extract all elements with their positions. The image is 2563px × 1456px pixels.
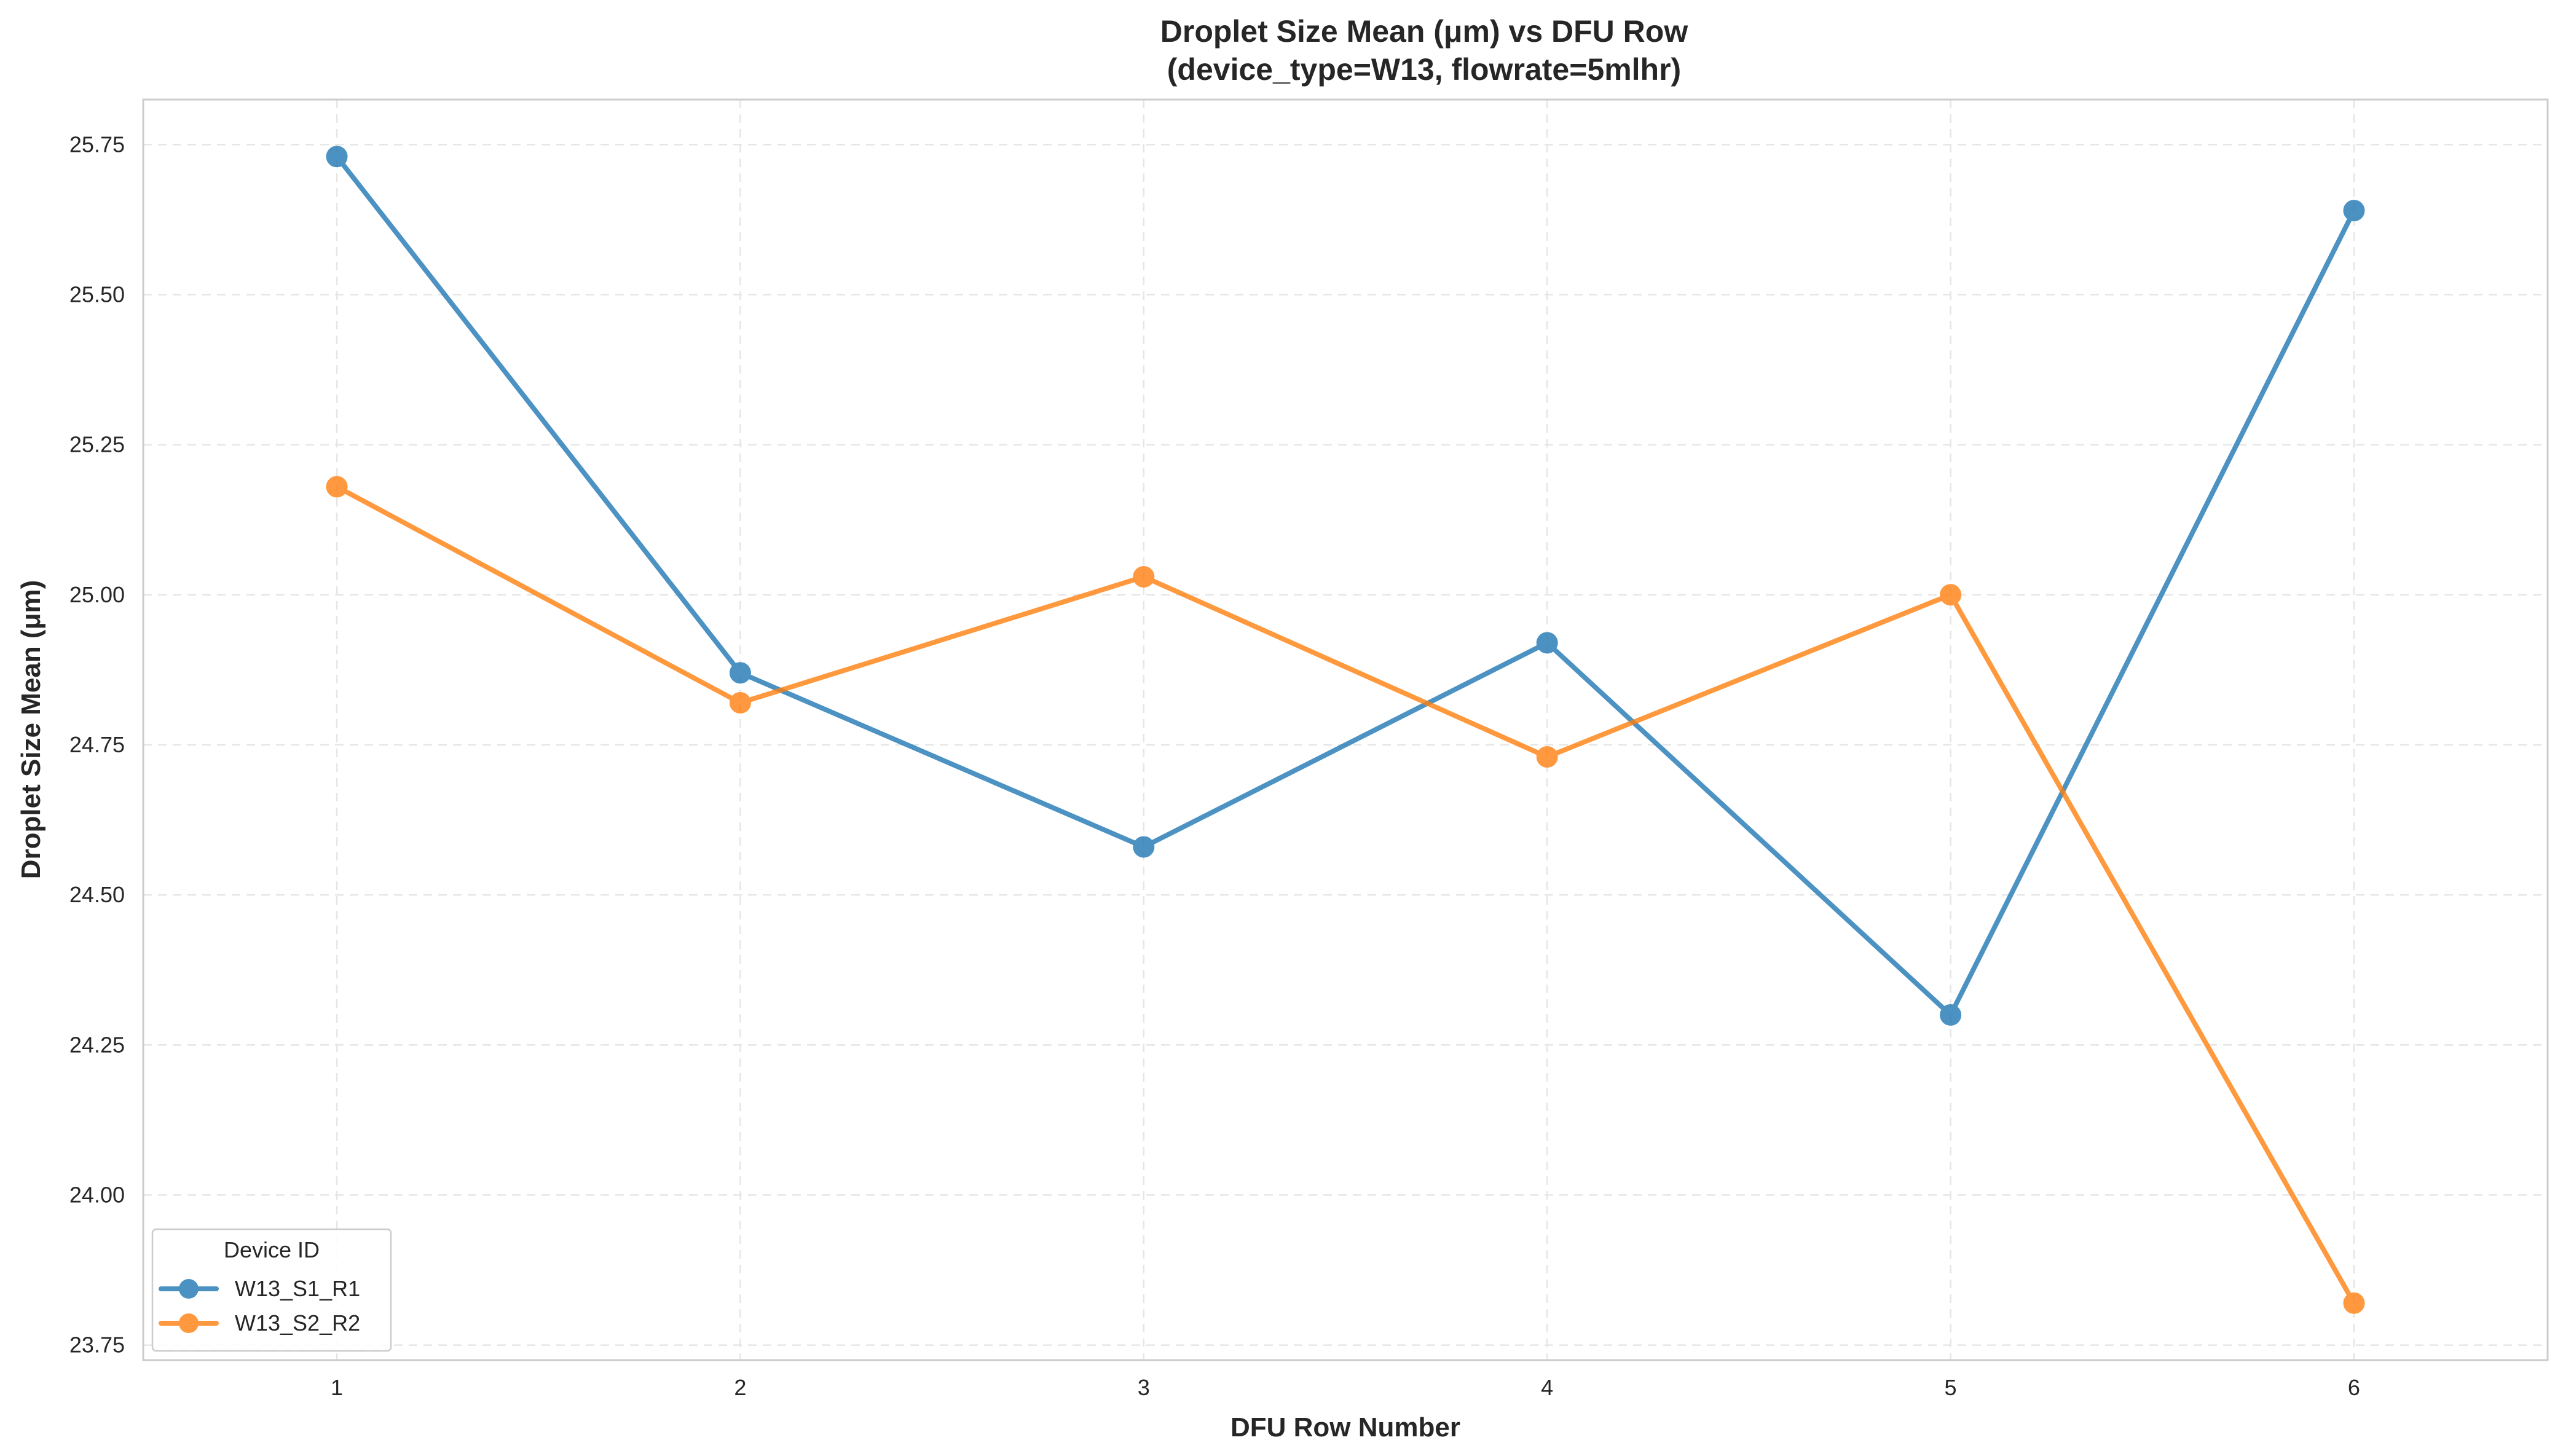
- legend-entry-W13_S2_R2: W13_S2_R2: [159, 1310, 360, 1336]
- legend-label: W13_S1_R1: [235, 1276, 360, 1301]
- y-tick-label: 25.25: [69, 432, 125, 457]
- series-W13_S2_R2: [326, 476, 2365, 1314]
- chart-title-line-2: (device_type=W13, flowrate=5mlhr): [1167, 52, 1681, 87]
- grid: [143, 100, 2548, 1360]
- y-tick-label: 25.75: [69, 132, 125, 157]
- x-tick-label: 3: [1138, 1375, 1150, 1400]
- legend-swatch: [159, 1313, 219, 1333]
- y-tick-label: 24.75: [69, 732, 125, 757]
- y-axis-label: Droplet Size Mean (μm): [16, 580, 46, 880]
- data-point: [1940, 1004, 1962, 1026]
- data-point: [326, 146, 348, 168]
- legend-swatch: [159, 1279, 219, 1299]
- x-tick-label: 2: [734, 1375, 746, 1400]
- plot-area-frame: [142, 98, 2549, 1361]
- y-tick-labels: 23.75 24.00 24.25 24.50 24.75 25.00 25.25 25.50…: [69, 132, 125, 1357]
- legend-swatch-marker: [179, 1313, 199, 1333]
- y-tick-label: 23.75: [69, 1332, 125, 1358]
- series-layer: [326, 146, 2365, 1314]
- data-point: [2343, 1292, 2365, 1314]
- data-point: [326, 476, 348, 498]
- data-point: [2343, 200, 2365, 222]
- x-tick-labels: 1 2 3 4 5 6: [331, 1375, 2360, 1400]
- x-tick-label: 6: [2348, 1375, 2360, 1400]
- data-point: [729, 662, 751, 684]
- series-line: [334, 154, 2356, 1018]
- x-tick-label: 4: [1541, 1375, 1553, 1400]
- y-tick-label: 24.25: [69, 1032, 125, 1057]
- data-point: [1133, 836, 1155, 858]
- data-point: [1940, 584, 1962, 606]
- series-W13_S1_R1: [326, 146, 2365, 1026]
- legend: Device ID W13_S1_R1 W13_S2_R2: [151, 1228, 392, 1352]
- legend-title: Device ID: [224, 1237, 320, 1262]
- data-point: [1133, 565, 1155, 588]
- legend-label: W13_S2_R2: [235, 1310, 360, 1336]
- x-axis-label: DFU Row Number: [1230, 1412, 1460, 1442]
- legend-entry-W13_S1_R1: W13_S1_R1: [159, 1276, 360, 1301]
- legend-box: [151, 1228, 392, 1352]
- data-point: [1536, 746, 1558, 768]
- y-tick-label: 25.00: [69, 582, 125, 607]
- legend-entries: W13_S1_R1 W13_S2_R2: [159, 1276, 360, 1336]
- data-point: [1536, 632, 1558, 654]
- series-line: [334, 484, 2356, 1306]
- y-tick-label: 24.50: [69, 882, 125, 907]
- y-tick-label: 24.00: [69, 1182, 125, 1207]
- y-tick-label: 25.50: [69, 281, 125, 307]
- chart-title-line-1: Droplet Size Mean (μm) vs DFU Row: [1160, 14, 1688, 49]
- data-point: [729, 692, 751, 714]
- legend-swatch-marker: [179, 1279, 199, 1299]
- x-tick-label: 1: [331, 1375, 343, 1400]
- x-tick-label: 5: [1945, 1375, 1957, 1400]
